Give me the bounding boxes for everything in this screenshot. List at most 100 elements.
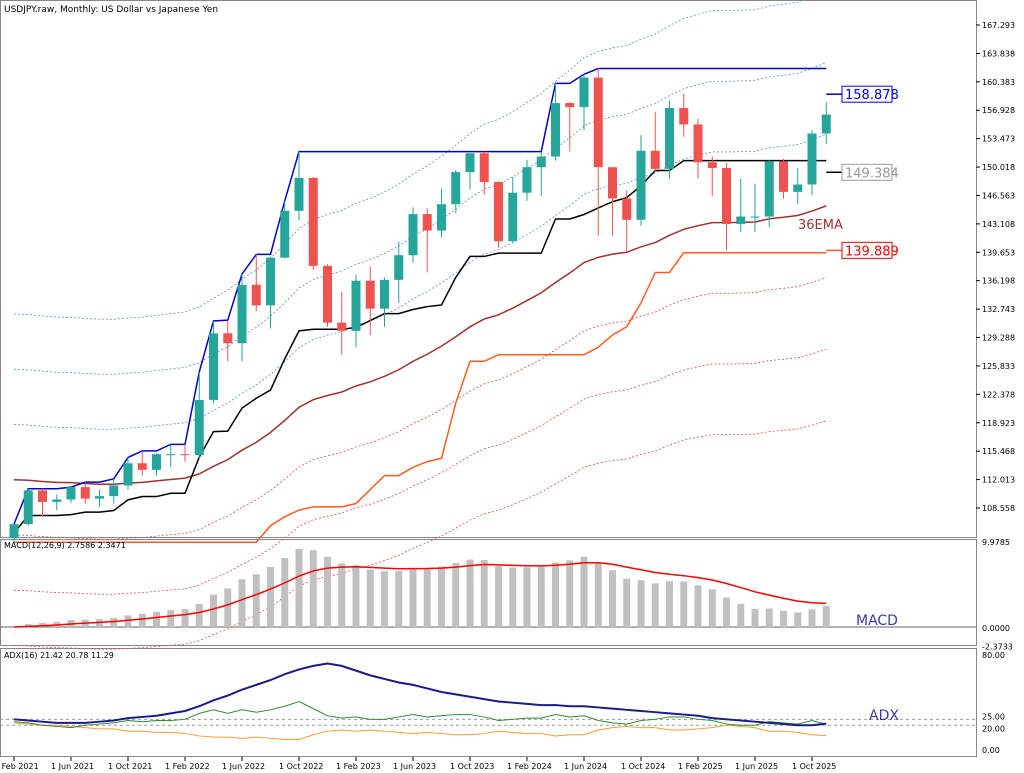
- candle-body: [180, 454, 190, 456]
- macd-bar: [523, 567, 531, 627]
- candle-body: [451, 172, 461, 205]
- candle-body: [194, 399, 204, 456]
- macd-bar: [438, 566, 445, 627]
- macd-bar: [238, 579, 246, 627]
- upper-envelope-line: [13, 62, 827, 375]
- macd-bar: [495, 566, 502, 627]
- candle-body: [95, 496, 104, 499]
- macd-bar: [267, 566, 274, 627]
- candle-body: [793, 184, 803, 192]
- candle-body: [465, 153, 475, 173]
- candle-body: [807, 133, 817, 185]
- macd-bar: [552, 562, 559, 627]
- macd-label: MACD: [856, 613, 898, 629]
- upper-envelope-line: [13, 0, 805, 320]
- macd-bar: [224, 588, 232, 627]
- macd-bar: [281, 557, 289, 627]
- macd-bar: [537, 566, 545, 627]
- candle-body: [351, 280, 361, 331]
- lower-envelope-line: [13, 420, 827, 650]
- x-tick-label: 1 Feb 2024: [507, 762, 552, 771]
- candle-body: [394, 255, 404, 280]
- macd-bar: [338, 563, 346, 627]
- ema36-line: [13, 205, 827, 486]
- x-tick-label: 1 Feb 2021: [0, 762, 39, 771]
- candle-body: [266, 257, 275, 306]
- price-label-box: [841, 85, 893, 103]
- candle-body: [38, 490, 47, 502]
- candle-body: [551, 103, 560, 157]
- macd-bar: [566, 560, 574, 627]
- x-tick-label: 1 Jun 2024: [564, 762, 607, 771]
- macd-bar: [737, 603, 745, 627]
- macd-signal-line: [13, 561, 827, 628]
- candle-body: [650, 150, 660, 169]
- x-tick-label: 1 Oct 2022: [279, 762, 323, 771]
- macd-bar: [252, 574, 260, 627]
- candle-body: [622, 198, 632, 220]
- candle-body: [565, 103, 575, 108]
- minus-di-line: [13, 722, 827, 740]
- x-tick-label: 1 Feb 2022: [165, 762, 210, 771]
- candle-body: [152, 454, 161, 470]
- macd-bar: [352, 565, 360, 627]
- candle-body: [337, 322, 347, 331]
- macd-bar: [210, 594, 217, 627]
- macd-bar: [138, 613, 146, 627]
- macd-bar: [466, 559, 474, 627]
- y-tick-label: 115.468: [982, 447, 1015, 456]
- price-label-box: [841, 163, 893, 181]
- y-tick-label: 132.743: [982, 305, 1015, 314]
- macd-bar: [452, 563, 460, 627]
- x-tick-label: 1 Oct 2024: [621, 762, 665, 771]
- price-label-lower: 139.889: [845, 244, 899, 259]
- x-tick-label: 1 Oct 2021: [108, 762, 152, 771]
- macd-bar: [666, 581, 673, 627]
- macd-tick-label: 0.0000: [982, 624, 1010, 633]
- y-tick-label: 112.013: [982, 476, 1015, 485]
- y-tick-label: 125.833: [982, 362, 1015, 371]
- candle-body: [821, 114, 831, 134]
- candle-body: [779, 161, 788, 192]
- macd-bar: [324, 556, 331, 627]
- macd-bar: [480, 560, 488, 627]
- macd-bar: [794, 612, 802, 627]
- y-tick-label: 129.288: [982, 334, 1015, 343]
- macd-bar: [153, 611, 160, 627]
- adx-tick-label: 80.00: [982, 651, 1005, 660]
- macd-bar: [124, 615, 132, 627]
- macd-bar: [637, 580, 645, 627]
- macd-bar: [808, 609, 816, 627]
- candle-body: [736, 216, 746, 224]
- candle-body: [66, 487, 76, 500]
- price-label-middle: 149.384: [845, 166, 899, 181]
- price-label-upper: 158.878: [845, 88, 899, 103]
- ema-label: 36EMA: [798, 218, 843, 233]
- adx-tick-label: 20.00: [982, 724, 1005, 733]
- macd-bar: [509, 567, 517, 627]
- macd-header: MACD(12,26,9) 2.7586 2.3471: [4, 541, 126, 550]
- y-tick-label: 163.838: [982, 49, 1015, 58]
- y-tick-label: 139.653: [982, 248, 1015, 257]
- candle-body: [508, 192, 518, 242]
- macd-bar: [39, 622, 46, 627]
- lower-envelope-line: [13, 348, 827, 595]
- x-tick-label: 1 Jun 2023: [393, 762, 436, 771]
- candle-body: [123, 463, 133, 486]
- candle-body: [223, 333, 233, 344]
- candle-body: [693, 124, 703, 163]
- macd-bar: [309, 550, 317, 627]
- candle-body: [323, 265, 332, 323]
- candle-body: [280, 210, 290, 258]
- macd-pane: [0, 539, 977, 646]
- candle-body: [750, 216, 760, 218]
- x-tick-label: 1 Feb 2025: [678, 762, 723, 771]
- channel-lower-line: [14, 251, 827, 543]
- x-tick-label: 1 Oct 2025: [792, 762, 836, 771]
- y-tick-label: 167.293: [982, 21, 1015, 30]
- y-tick-label: 153.473: [982, 135, 1015, 144]
- plus-di-line: [13, 700, 827, 729]
- candle-body: [408, 214, 418, 256]
- x-tick-label: 1 Jun 2021: [51, 762, 94, 771]
- candle-body: [9, 524, 19, 539]
